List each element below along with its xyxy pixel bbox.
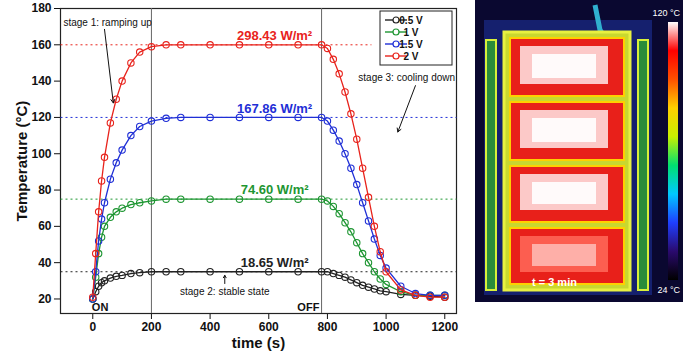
svg-text:stage 3: cooling down: stage 3: cooling down (358, 72, 455, 83)
svg-text:298.43 W/m²: 298.43 W/m² (237, 28, 313, 43)
svg-text:24 °C: 24 °C (657, 285, 680, 295)
svg-text:600: 600 (259, 320, 279, 334)
svg-text:time (s): time (s) (232, 334, 285, 351)
svg-text:stage 2: stable state: stage 2: stable state (180, 286, 270, 297)
svg-text:1000: 1000 (373, 320, 400, 334)
svg-text:0.5 V: 0.5 V (399, 15, 423, 26)
svg-text:ON: ON (92, 301, 109, 313)
svg-text:20: 20 (38, 292, 52, 306)
svg-text:140: 140 (31, 74, 51, 88)
svg-text:OFF: OFF (297, 301, 319, 313)
svg-text:120: 120 (31, 110, 51, 124)
svg-text:200: 200 (141, 320, 161, 334)
svg-text:1 V: 1 V (403, 27, 418, 38)
svg-text:160: 160 (31, 38, 51, 52)
svg-text:40: 40 (38, 256, 52, 270)
svg-text:18.65 W/m²: 18.65 W/m² (241, 255, 310, 270)
svg-text:400: 400 (200, 320, 220, 334)
svg-text:180: 180 (31, 1, 51, 15)
svg-text:stage 1: ramping up: stage 1: ramping up (63, 17, 152, 28)
svg-text:t = 3 min: t = 3 min (532, 276, 577, 288)
svg-text:100: 100 (31, 147, 51, 161)
svg-text:120 °C: 120 °C (652, 8, 680, 18)
svg-text:1200: 1200 (431, 320, 458, 334)
svg-text:167.86 W/m²: 167.86 W/m² (237, 101, 313, 116)
svg-text:0: 0 (89, 320, 96, 334)
svg-text:2 V: 2 V (403, 51, 418, 62)
svg-text:74.60 W/m²: 74.60 W/m² (241, 182, 310, 197)
svg-text:Temperature (°C): Temperature (°C) (13, 101, 30, 222)
svg-text:80: 80 (38, 183, 52, 197)
svg-text:800: 800 (317, 320, 337, 334)
svg-text:60: 60 (38, 219, 52, 233)
svg-text:1.5 V: 1.5 V (399, 39, 423, 50)
